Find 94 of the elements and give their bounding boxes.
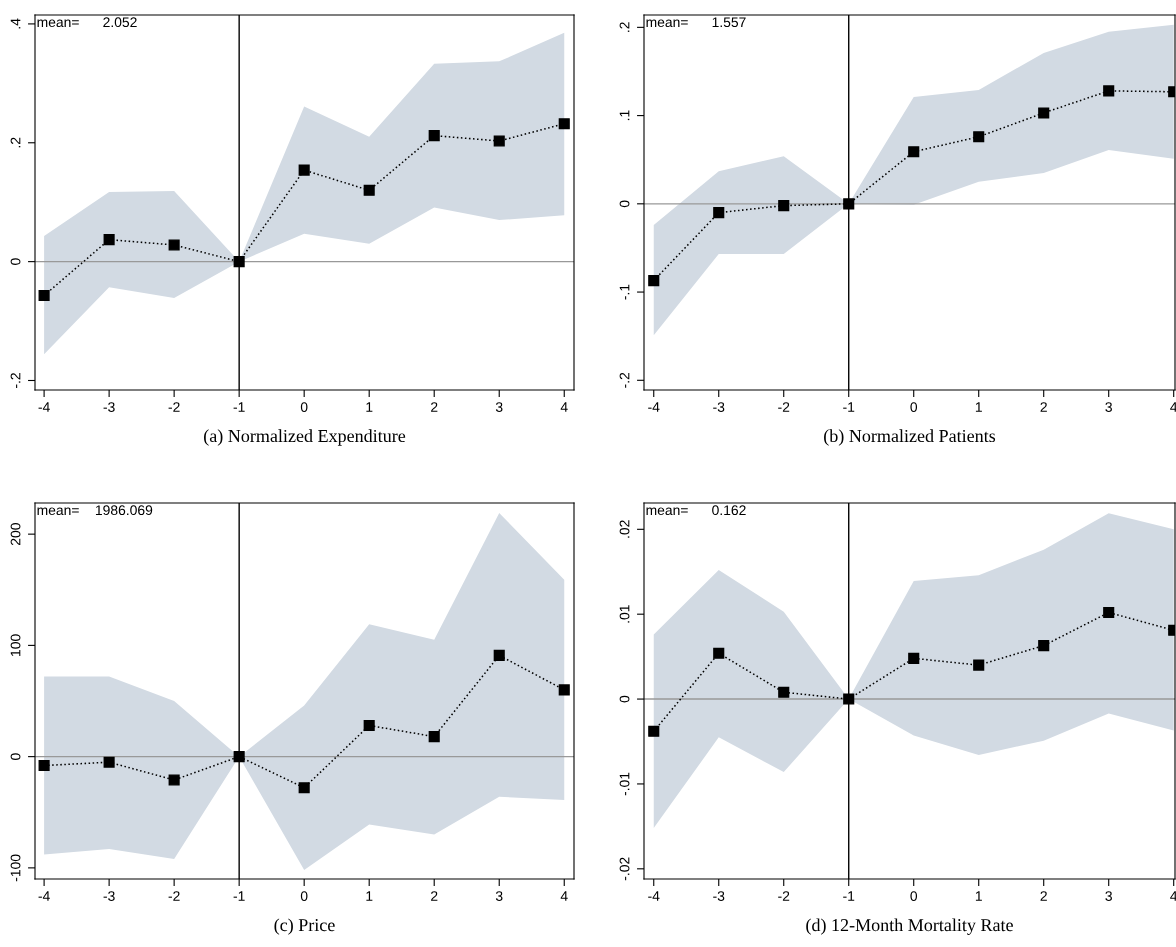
- y-tick-label: 200: [10, 523, 21, 546]
- x-tick-label: -4: [38, 402, 50, 412]
- point: [103, 756, 115, 768]
- y-tick-label: 0: [619, 200, 630, 208]
- annotation: mean= 0.162: [646, 505, 746, 516]
- point: [103, 234, 115, 246]
- y-tick-label: .4: [10, 18, 21, 29]
- x-tick-label: -4: [648, 891, 660, 901]
- annotation: mean= 1986.069: [37, 505, 153, 516]
- x-tick-label: -3: [713, 402, 725, 413]
- text: (b) Normalized Patients: [824, 429, 996, 446]
- x-tick-label: -2: [168, 402, 180, 412]
- point: [38, 289, 50, 302]
- x-tick-label: 4: [560, 402, 568, 412]
- x-tick-label: -1: [843, 891, 855, 901]
- x-tick-label: -3: [103, 402, 115, 413]
- y-tick-label: .01: [619, 605, 630, 623]
- x-tick-label: 2: [1040, 891, 1047, 901]
- point: [168, 774, 180, 786]
- point: [558, 118, 570, 130]
- point: [1038, 107, 1050, 119]
- x-tick-label: 2: [431, 402, 438, 412]
- x-tick-label: -1: [233, 402, 245, 412]
- y-tick-label: -.2: [10, 373, 21, 388]
- y-tick-label: .1: [619, 110, 630, 121]
- x-tick-label: -2: [778, 891, 790, 901]
- point: [558, 684, 570, 696]
- x-tick-label: 1: [366, 891, 373, 901]
- x-tick-label: 1: [975, 402, 982, 412]
- y-tick-label: -.02: [619, 857, 630, 881]
- x-tick-label: -3: [713, 891, 725, 902]
- y-tick-label: -.01: [619, 772, 630, 796]
- point: [648, 275, 660, 287]
- x-tick-label: 2: [1040, 402, 1047, 412]
- x-tick-label: 0: [910, 402, 918, 413]
- x-tick-label: 3: [495, 402, 503, 413]
- point: [233, 256, 245, 268]
- point: [908, 146, 920, 158]
- x-tick-label: -2: [778, 402, 790, 412]
- text: (d) 12-Month Mortality Rate: [806, 918, 1013, 935]
- point: [843, 693, 855, 705]
- point: [713, 207, 725, 219]
- point: [233, 751, 245, 763]
- y-tick-label: 0: [10, 258, 21, 265]
- y-tick-label: -100: [10, 854, 21, 882]
- point: [973, 131, 985, 143]
- x-tick-label: 0: [300, 402, 308, 413]
- y-tick-label: -.1: [619, 284, 630, 300]
- x-tick-label: -1: [843, 402, 855, 412]
- y-tick-label: .2: [619, 22, 630, 32]
- y-tick-label: 100: [10, 634, 21, 656]
- text: (a) Normalized Expenditure: [204, 429, 406, 446]
- text: (c) Price: [274, 918, 335, 935]
- point: [1103, 606, 1115, 619]
- point: [298, 164, 310, 176]
- point: [168, 239, 180, 251]
- x-tick-label: 0: [910, 891, 918, 902]
- point: [428, 731, 440, 743]
- x-tick-label: 0: [300, 891, 308, 902]
- annotation: mean= 1.557: [646, 17, 746, 28]
- x-tick-label: -2: [168, 891, 180, 901]
- y-tick-label: -.2: [619, 372, 630, 388]
- point: [908, 652, 920, 664]
- point: [778, 686, 790, 698]
- x-tick-label: 1: [366, 402, 373, 412]
- point: [843, 198, 855, 210]
- x-tick-label: 4: [560, 891, 568, 901]
- point: [778, 200, 790, 212]
- x-tick-label: -4: [38, 891, 50, 901]
- x-tick-label: -3: [103, 891, 115, 902]
- x-tick-label: 3: [1105, 891, 1112, 902]
- y-tick-label: .2: [10, 137, 21, 148]
- x-tick-label: 3: [1105, 402, 1112, 413]
- point: [713, 647, 725, 659]
- point: [38, 759, 50, 772]
- point: [1103, 85, 1115, 97]
- point: [493, 135, 505, 147]
- point: [493, 649, 505, 661]
- point: [298, 782, 310, 794]
- point: [363, 719, 375, 732]
- annotation: mean= 2.052: [37, 17, 137, 28]
- x-tick-label: 2: [431, 891, 438, 901]
- point: [648, 725, 660, 737]
- x-tick-label: -1: [233, 891, 245, 901]
- point: [973, 659, 985, 671]
- y-tick-label: 0: [619, 695, 630, 703]
- point: [363, 184, 375, 196]
- point: [428, 130, 440, 142]
- x-tick-label: -4: [648, 402, 660, 412]
- x-tick-label: 1: [975, 891, 982, 901]
- x-tick-label: 3: [495, 891, 503, 902]
- y-tick-label: .02: [619, 520, 630, 538]
- y-tick-label: 0: [10, 753, 21, 760]
- point: [1038, 640, 1050, 652]
